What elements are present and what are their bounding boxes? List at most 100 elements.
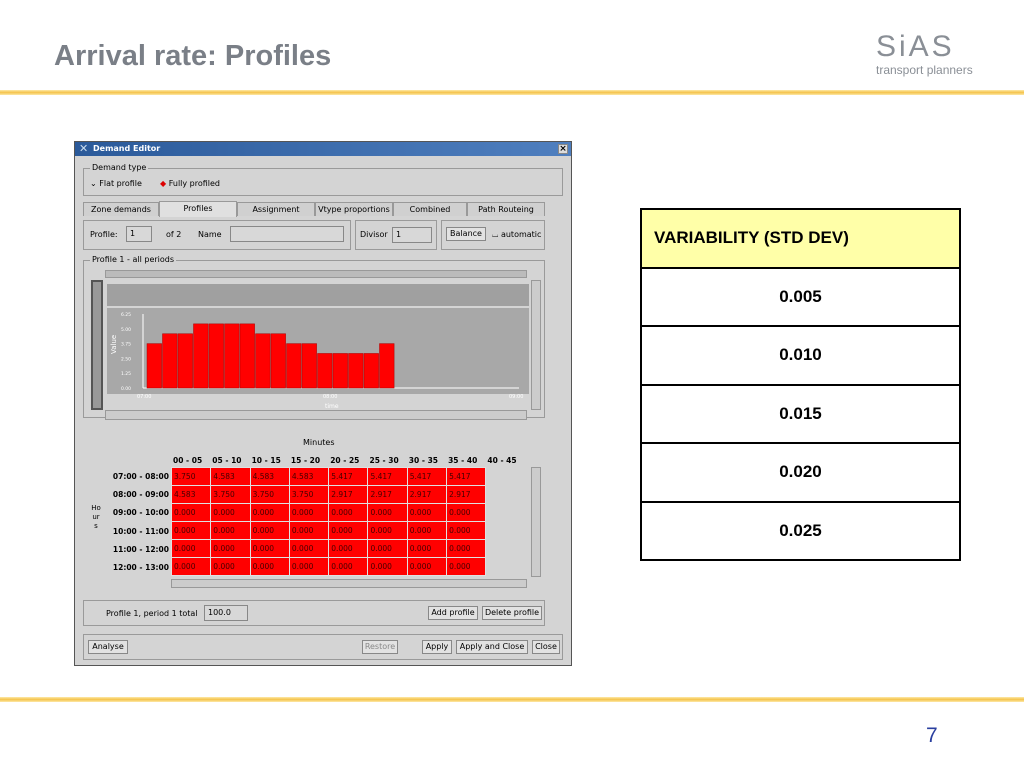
- delete-profile-button[interactable]: Delete profile: [482, 606, 542, 620]
- grid-cell[interactable]: 0.000: [328, 557, 369, 576]
- grid-cell[interactable]: 0.000: [170, 503, 212, 522]
- grid-cell[interactable]: 5.417: [367, 467, 408, 486]
- automatic-checkbox[interactable]: ⌴ automatic: [492, 230, 542, 239]
- divisor-select[interactable]: 1: [392, 227, 432, 243]
- tab-zone-demands[interactable]: Zone demands: [83, 202, 159, 216]
- grid-cell[interactable]: 4.583: [288, 467, 330, 486]
- grid-horizontal-scrollbar[interactable]: [171, 579, 527, 588]
- radio-flat-profile[interactable]: ⌄ Flat profile: [90, 179, 142, 188]
- grid-cell[interactable]: 0.000: [367, 539, 408, 558]
- grid-cell[interactable]: 5.417: [406, 467, 448, 486]
- grid-cell[interactable]: 0.000: [288, 503, 330, 522]
- grid-row: 0.000 0.000 0.000 0.000 0.000 0.000 0.000 0.000: [170, 521, 487, 540]
- grid-cell[interactable]: 0.000: [406, 521, 448, 540]
- grid-cell[interactable]: 3.750: [170, 467, 212, 486]
- grid-cell[interactable]: 0.000: [170, 557, 212, 576]
- grid-cell[interactable]: 3.750: [288, 485, 330, 504]
- grid-cell[interactable]: 0.000: [446, 521, 487, 540]
- chart-top-scrollbar[interactable]: [105, 270, 527, 278]
- chart-bar: [301, 343, 317, 389]
- tab-vtype-proportions[interactable]: Vtype proportions: [315, 202, 393, 216]
- grid-cell[interactable]: 0.000: [249, 539, 290, 558]
- close-icon[interactable]: ×: [558, 144, 568, 154]
- tab-assignment[interactable]: Assignment: [237, 202, 315, 216]
- chart-left-slider[interactable]: [91, 280, 103, 410]
- grid-cell[interactable]: 4.583: [210, 467, 251, 486]
- grid-cell[interactable]: 0.000: [446, 503, 487, 522]
- grid-cell[interactable]: 0.000: [328, 503, 369, 522]
- grid-cell[interactable]: 0.000: [367, 557, 408, 576]
- chart-header-band: [107, 284, 529, 306]
- demand-grid[interactable]: 3.750 4.583 4.583 4.583 5.417 5.417 5.417 5.417…: [170, 467, 487, 576]
- grid-cell[interactable]: 0.000: [210, 539, 251, 558]
- grid-cell[interactable]: 0.000: [210, 503, 251, 522]
- analyse-button[interactable]: Analyse: [88, 640, 128, 654]
- grid-cell[interactable]: 0.000: [288, 521, 330, 540]
- grid-cell[interactable]: 0.000: [328, 539, 369, 558]
- apply-button[interactable]: Apply: [422, 640, 452, 654]
- grid-cell[interactable]: 0.000: [446, 539, 487, 558]
- grid-cell[interactable]: 0.000: [328, 521, 369, 540]
- grid-cell[interactable]: 0.000: [367, 521, 408, 540]
- chart-y-tick-label: 1.25: [121, 371, 131, 377]
- grid-cell[interactable]: 0.000: [406, 539, 448, 558]
- grid-cell[interactable]: 2.917: [406, 485, 448, 504]
- grid-row-header: 09:00 - 10:00: [112, 508, 169, 518]
- chart-right-scrollbar[interactable]: [531, 280, 541, 410]
- profile-period-label: Profile 1 - all periods: [90, 255, 177, 264]
- chart-bottom-scrollbar[interactable]: [105, 410, 527, 420]
- grid-cell[interactable]: 0.000: [170, 521, 212, 540]
- grid-cell[interactable]: 2.917: [446, 485, 487, 504]
- balance-group: Balance ⌴ automatic: [441, 220, 545, 250]
- grid-cell[interactable]: 0.000: [210, 557, 251, 576]
- profile-spinner[interactable]: 1: [126, 226, 152, 242]
- grid-cell[interactable]: 0.000: [249, 557, 290, 576]
- window-titlebar[interactable]: ✕ Demand Editor ×: [75, 142, 571, 156]
- grid-cell[interactable]: 0.000: [249, 503, 290, 522]
- chart-bar: [317, 353, 333, 389]
- grid-col-header: 20 - 25: [330, 456, 360, 465]
- automatic-label: automatic: [500, 230, 542, 239]
- grid-cell[interactable]: 3.750: [249, 485, 290, 504]
- grid-cell[interactable]: 0.000: [210, 521, 251, 540]
- profile-chart: 6.25 5.00 3.75 2.50 1.25 0.00 07:00 08:00 09:00…: [107, 284, 529, 410]
- close-button[interactable]: Close: [532, 640, 560, 654]
- grid-cell[interactable]: 5.417: [328, 467, 369, 486]
- grid-vertical-scrollbar[interactable]: [531, 467, 541, 577]
- chart-bar: [348, 353, 364, 389]
- bottom-button-bar: Analyse Restore Apply Apply and Close Cl…: [83, 634, 563, 660]
- grid-cell[interactable]: 5.417: [446, 467, 487, 486]
- chart-y-ticks: 6.25 5.00 3.75 2.50 1.25 0.00: [121, 312, 131, 392]
- grid-cell[interactable]: 0.000: [170, 539, 212, 558]
- grid-cell[interactable]: 0.000: [406, 503, 448, 522]
- tab-combined[interactable]: Combined: [393, 202, 467, 216]
- grid-cell[interactable]: 0.000: [288, 557, 330, 576]
- grid-cell[interactable]: 0.000: [406, 557, 448, 576]
- page-number: 7: [926, 724, 938, 747]
- chart-x-tick-label: 08:00: [323, 394, 337, 400]
- add-profile-button[interactable]: Add profile: [428, 606, 478, 620]
- name-input[interactable]: [230, 226, 344, 242]
- total-input[interactable]: 100.0: [204, 605, 248, 621]
- radio-fully-profiled[interactable]: ◆ Fully profiled: [160, 179, 220, 188]
- grid-cell[interactable]: 0.000: [288, 539, 330, 558]
- restore-button[interactable]: Restore: [362, 640, 398, 654]
- tab-profiles[interactable]: Profiles: [159, 201, 237, 217]
- tab-path-routeing[interactable]: Path Routeing: [467, 202, 545, 216]
- grid-cell[interactable]: 2.917: [328, 485, 369, 504]
- variability-cell: 0.005: [640, 266, 961, 327]
- grid-cell[interactable]: 0.000: [446, 557, 487, 576]
- balance-button[interactable]: Balance: [446, 227, 486, 241]
- grid-cell[interactable]: 3.750: [210, 485, 251, 504]
- chart-bar: [239, 323, 255, 389]
- grid-row-header: 10:00 - 11:00: [112, 526, 169, 536]
- grid-row: 0.000 0.000 0.000 0.000 0.000 0.000 0.000 0.000: [170, 503, 487, 522]
- demand-type-group: Demand type ⌄ Flat profile ◆ Fully profi…: [83, 163, 563, 196]
- grid-cell[interactable]: 4.583: [249, 467, 290, 486]
- grid-cell[interactable]: 0.000: [249, 521, 290, 540]
- grid-col-header: 05 - 10: [212, 456, 242, 465]
- grid-cell[interactable]: 4.583: [170, 485, 212, 504]
- grid-cell[interactable]: 0.000: [367, 503, 408, 522]
- grid-cell[interactable]: 2.917: [367, 485, 408, 504]
- apply-close-button[interactable]: Apply and Close: [456, 640, 528, 654]
